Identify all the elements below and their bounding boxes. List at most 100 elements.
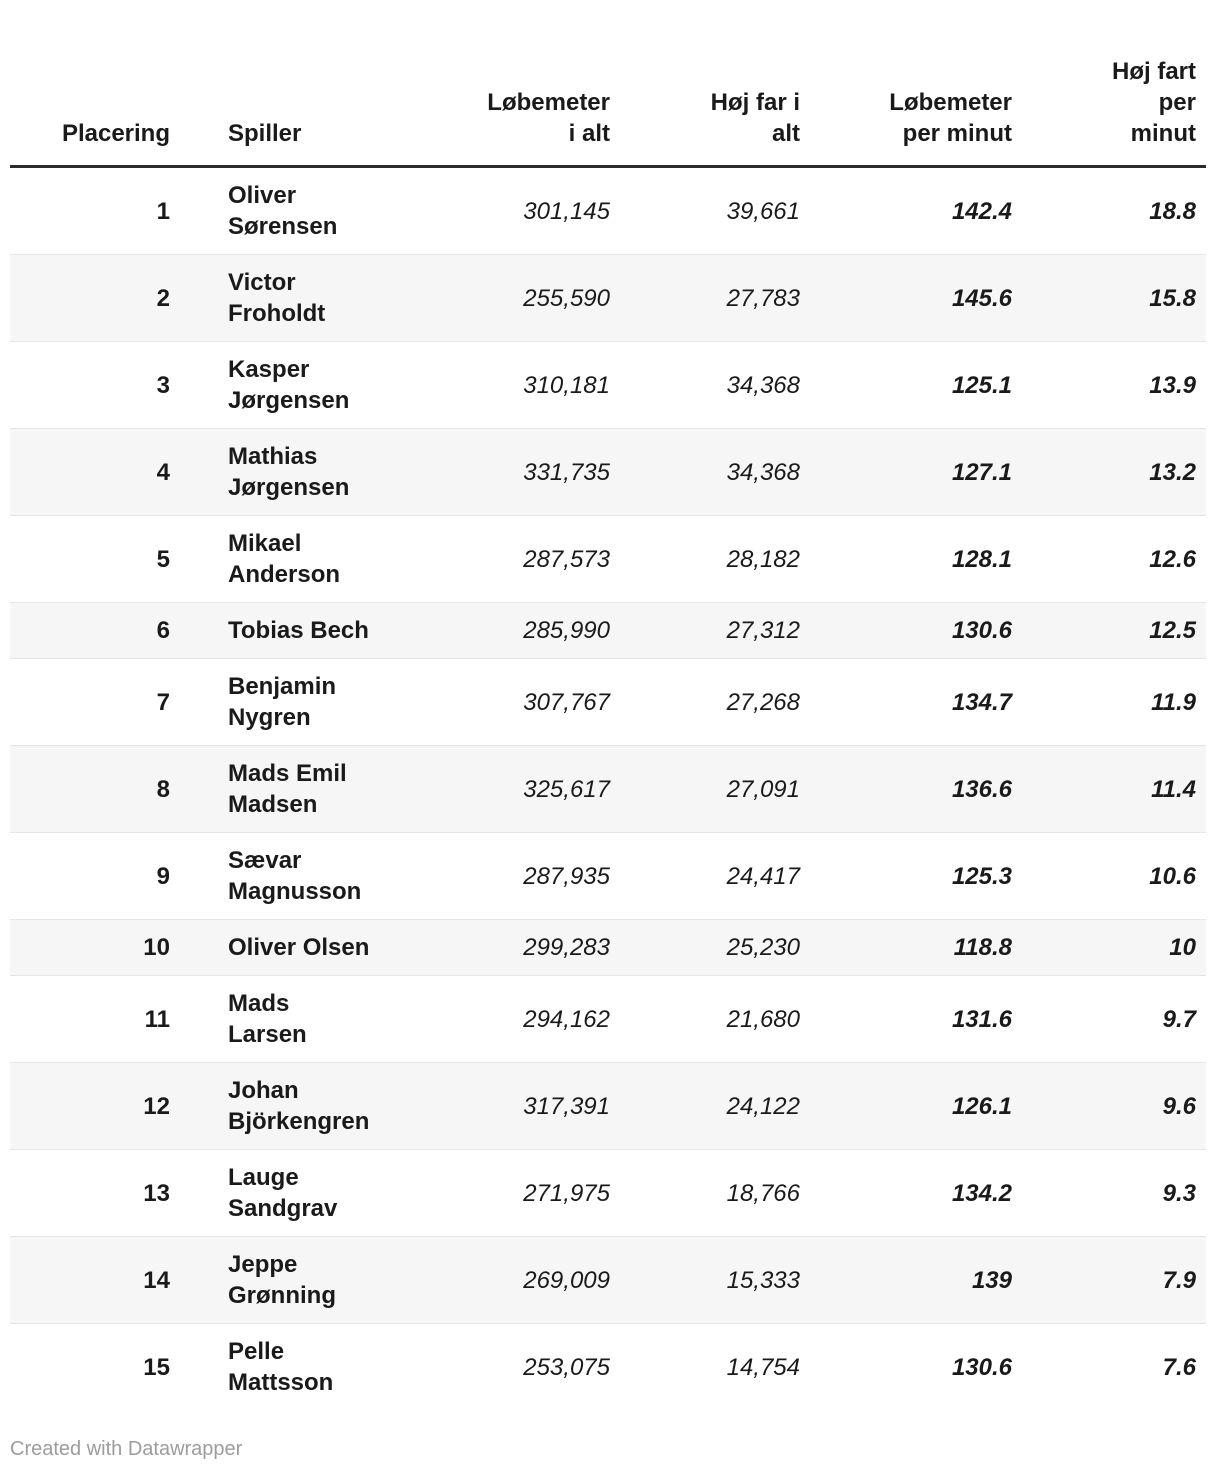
total-run-meters-cell: 294,162 [523, 1005, 610, 1033]
column-header-hoj-far-i-alt: Høj far i alt [710, 89, 800, 147]
total-sprint-cell: 25,230 [726, 934, 800, 961]
total-run-meters-cell: 269,009 [523, 1266, 610, 1294]
column-header-lobemeter-i-alt: Løbemeter i alt [487, 89, 610, 147]
player-name-cell: Lauge Sandgrav [228, 1164, 338, 1222]
rank-cell: 12 [143, 1092, 170, 1120]
sprint-per-minute-cell: 11.9 [1151, 688, 1196, 716]
total-sprint-cell: 18,766 [726, 1179, 800, 1207]
player-name-cell: Johan Björkengren [228, 1077, 370, 1135]
table-row: 3 Kasper Jørgensen 310,181 34,368 125.1 … [10, 341, 1206, 429]
table-row: 2 Victor Froholdt 255,590 27,783 145.6 1… [10, 254, 1206, 342]
rank-cell: 11 [144, 1005, 170, 1033]
run-meters-per-minute-cell: 136.6 [951, 775, 1012, 803]
player-name-cell: Pelle Mattsson [228, 1338, 334, 1396]
run-meters-per-minute-cell: 131.6 [951, 1005, 1012, 1033]
run-meters-per-minute-cell: 126.1 [951, 1092, 1012, 1120]
total-run-meters-cell: 307,767 [523, 688, 610, 716]
player-name-cell: Tobias Bech [228, 617, 369, 644]
total-run-meters-cell: 255,590 [523, 284, 610, 312]
column-header-lobemeter-per-minut: Løbemeter per minut [889, 89, 1012, 147]
total-run-meters-cell: 287,935 [523, 862, 610, 890]
sprint-per-minute-cell: 18.8 [1149, 197, 1196, 225]
total-sprint-cell: 27,783 [726, 284, 800, 312]
player-name-cell: Oliver Olsen [228, 934, 370, 961]
player-name-cell: Mads Larsen [228, 990, 307, 1048]
rank-cell: 8 [156, 775, 170, 803]
footer: Created with Datawrapper [0, 1410, 1220, 1475]
rank-cell: 3 [156, 371, 170, 399]
run-meters-per-minute-cell: 125.3 [951, 862, 1012, 890]
rank-cell: 4 [156, 458, 170, 486]
rank-cell: 2 [156, 284, 170, 312]
sprint-per-minute-cell: 10 [1169, 934, 1196, 961]
sprint-per-minute-cell: 12.5 [1149, 617, 1196, 644]
total-sprint-cell: 14,754 [726, 1353, 800, 1381]
column-header-placering: Placering [61, 120, 170, 147]
total-run-meters-cell: 310,181 [523, 371, 610, 399]
sprint-per-minute-cell: 9.6 [1162, 1092, 1196, 1120]
sprint-per-minute-cell: 12.6 [1149, 545, 1196, 573]
total-run-meters-cell: 253,075 [523, 1353, 610, 1381]
datawrapper-credit-link[interactable]: Created with Datawrapper [10, 1438, 243, 1460]
table-row: 10 Oliver Olsen 299,283 25,230 118.8 10 [10, 919, 1206, 976]
total-run-meters-cell: 317,391 [523, 1092, 610, 1120]
table-row: 12 Johan Björkengren 317,391 24,122 126.… [10, 1062, 1206, 1150]
column-header-spiller: Spiller [228, 120, 302, 147]
rank-cell: 13 [143, 1179, 170, 1207]
rank-cell: 6 [156, 617, 170, 644]
rank-cell: 7 [156, 688, 170, 716]
run-meters-per-minute-cell: 127.1 [951, 458, 1012, 486]
player-name-cell: Benjamin Nygren [228, 673, 337, 731]
player-name-cell: Jeppe Grønning [228, 1251, 336, 1309]
total-sprint-cell: 34,368 [726, 371, 800, 399]
total-sprint-cell: 28,182 [726, 545, 800, 573]
player-name-cell: Sævar Magnusson [228, 847, 362, 905]
table-header: Placering Spiller Løbemeter i alt Høj fa… [10, 0, 1206, 167]
rank-cell: 1 [156, 197, 170, 225]
rank-cell: 9 [156, 862, 170, 890]
total-run-meters-cell: 331,735 [523, 458, 610, 486]
total-sprint-cell: 27,268 [726, 688, 800, 716]
total-run-meters-cell: 325,617 [523, 775, 610, 803]
run-meters-per-minute-cell: 125.1 [951, 371, 1012, 399]
total-run-meters-cell: 285,990 [523, 617, 610, 644]
run-meters-per-minute-cell: 128.1 [951, 545, 1012, 573]
total-sprint-cell: 24,417 [726, 862, 800, 890]
run-meters-per-minute-cell: 130.6 [951, 1353, 1012, 1381]
player-name-cell: Oliver Sørensen [228, 182, 338, 240]
run-meters-per-minute-cell: 142.4 [951, 197, 1012, 225]
total-run-meters-cell: 271,975 [523, 1179, 610, 1207]
sprint-per-minute-cell: 13.2 [1149, 458, 1196, 486]
player-name-cell: Kasper Jørgensen [228, 356, 350, 414]
player-name-cell: Mathias Jørgensen [228, 443, 350, 501]
total-run-meters-cell: 301,145 [523, 197, 610, 225]
table-row: 13 Lauge Sandgrav 271,975 18,766 134.2 9… [10, 1149, 1206, 1237]
total-sprint-cell: 21,680 [726, 1005, 800, 1033]
total-run-meters-cell: 299,283 [523, 934, 610, 961]
sprint-per-minute-cell: 15.8 [1149, 284, 1196, 312]
table-row: 7 Benjamin Nygren 307,767 27,268 134.7 1… [10, 658, 1206, 746]
rank-cell: 5 [156, 545, 170, 573]
run-meters-per-minute-cell: 145.6 [951, 284, 1012, 312]
run-meters-per-minute-cell: 118.8 [953, 934, 1012, 961]
sprint-per-minute-cell: 13.9 [1149, 371, 1196, 399]
total-sprint-cell: 34,368 [726, 458, 800, 486]
header-row: Placering Spiller Løbemeter i alt Høj fa… [10, 0, 1206, 167]
table-row: 15 Pelle Mattsson 253,075 14,754 130.6 7… [10, 1323, 1206, 1411]
player-name-cell: Victor Froholdt [228, 269, 326, 327]
column-header-hoj-fart-per-minut: Høj fart per minut [1112, 58, 1196, 147]
total-sprint-cell: 27,312 [726, 617, 800, 644]
sprint-per-minute-cell: 7.6 [1162, 1353, 1196, 1381]
rank-cell: 10 [143, 934, 170, 961]
rank-cell: 14 [143, 1266, 170, 1294]
table-row: 6 Tobias Bech 285,990 27,312 130.6 12.5 [10, 602, 1206, 659]
run-meters-per-minute-cell: 134.7 [951, 688, 1012, 716]
table-row: 9 Sævar Magnusson 287,935 24,417 125.3 1… [10, 832, 1206, 920]
total-run-meters-cell: 287,573 [523, 545, 610, 573]
table-row: 5 Mikael Anderson 287,573 28,182 128.1 1… [10, 515, 1206, 603]
run-meters-per-minute-cell: 139 [971, 1266, 1012, 1294]
player-name-cell: Mikael Anderson [228, 530, 341, 588]
total-sprint-cell: 15,333 [726, 1266, 800, 1294]
table-row: 1 Oliver Sørensen 301,145 39,661 142.4 1… [10, 167, 1206, 255]
